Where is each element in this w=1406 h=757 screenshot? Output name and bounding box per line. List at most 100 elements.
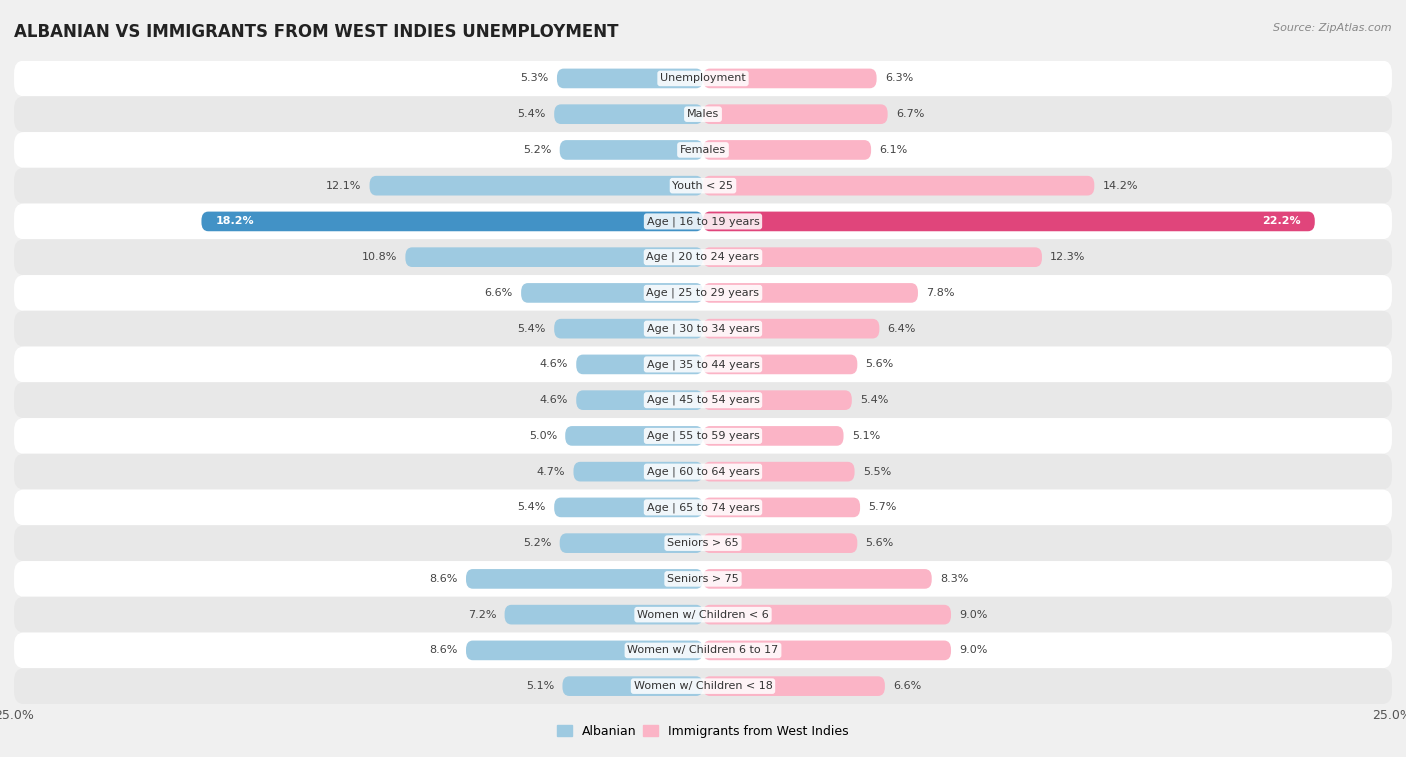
FancyBboxPatch shape <box>14 96 1392 132</box>
Text: 6.3%: 6.3% <box>884 73 912 83</box>
Text: Females: Females <box>681 145 725 155</box>
FancyBboxPatch shape <box>14 561 1392 597</box>
FancyBboxPatch shape <box>405 248 703 267</box>
Text: 14.2%: 14.2% <box>1102 181 1137 191</box>
FancyBboxPatch shape <box>465 640 703 660</box>
Legend: Albanian, Immigrants from West Indies: Albanian, Immigrants from West Indies <box>553 720 853 743</box>
FancyBboxPatch shape <box>465 569 703 589</box>
Text: 5.1%: 5.1% <box>526 681 554 691</box>
FancyBboxPatch shape <box>557 69 703 89</box>
Text: Age | 30 to 34 years: Age | 30 to 34 years <box>647 323 759 334</box>
FancyBboxPatch shape <box>703 283 918 303</box>
Text: Seniors > 65: Seniors > 65 <box>668 538 738 548</box>
FancyBboxPatch shape <box>703 104 887 124</box>
Text: 9.0%: 9.0% <box>959 646 987 656</box>
FancyBboxPatch shape <box>703 676 884 696</box>
Text: Age | 55 to 59 years: Age | 55 to 59 years <box>647 431 759 441</box>
FancyBboxPatch shape <box>505 605 703 625</box>
FancyBboxPatch shape <box>703 462 855 481</box>
Text: 18.2%: 18.2% <box>215 217 254 226</box>
FancyBboxPatch shape <box>703 569 932 589</box>
Text: Seniors > 75: Seniors > 75 <box>666 574 740 584</box>
FancyBboxPatch shape <box>703 248 1042 267</box>
Text: 9.0%: 9.0% <box>959 609 987 620</box>
Text: 7.8%: 7.8% <box>927 288 955 298</box>
FancyBboxPatch shape <box>576 391 703 410</box>
Text: 5.7%: 5.7% <box>869 503 897 512</box>
FancyBboxPatch shape <box>565 426 703 446</box>
Text: 8.3%: 8.3% <box>941 574 969 584</box>
Text: 5.6%: 5.6% <box>866 360 894 369</box>
FancyBboxPatch shape <box>14 633 1392 668</box>
Text: 4.6%: 4.6% <box>540 395 568 405</box>
FancyBboxPatch shape <box>14 239 1392 275</box>
FancyBboxPatch shape <box>562 676 703 696</box>
Text: Age | 60 to 64 years: Age | 60 to 64 years <box>647 466 759 477</box>
FancyBboxPatch shape <box>703 640 950 660</box>
Text: 5.4%: 5.4% <box>860 395 889 405</box>
FancyBboxPatch shape <box>703 212 1315 231</box>
FancyBboxPatch shape <box>554 497 703 517</box>
Text: 10.8%: 10.8% <box>361 252 396 262</box>
Text: 4.6%: 4.6% <box>540 360 568 369</box>
Text: 22.2%: 22.2% <box>1263 217 1301 226</box>
FancyBboxPatch shape <box>554 104 703 124</box>
FancyBboxPatch shape <box>14 382 1392 418</box>
Text: Youth < 25: Youth < 25 <box>672 181 734 191</box>
FancyBboxPatch shape <box>703 354 858 374</box>
FancyBboxPatch shape <box>201 212 703 231</box>
Text: 5.0%: 5.0% <box>529 431 557 441</box>
Text: Age | 25 to 29 years: Age | 25 to 29 years <box>647 288 759 298</box>
FancyBboxPatch shape <box>14 453 1392 490</box>
FancyBboxPatch shape <box>703 605 950 625</box>
Text: 5.2%: 5.2% <box>523 145 551 155</box>
FancyBboxPatch shape <box>14 347 1392 382</box>
Text: Age | 35 to 44 years: Age | 35 to 44 years <box>647 359 759 369</box>
Text: Age | 45 to 54 years: Age | 45 to 54 years <box>647 395 759 406</box>
FancyBboxPatch shape <box>703 69 876 89</box>
Text: 5.4%: 5.4% <box>517 109 546 119</box>
Text: ALBANIAN VS IMMIGRANTS FROM WEST INDIES UNEMPLOYMENT: ALBANIAN VS IMMIGRANTS FROM WEST INDIES … <box>14 23 619 41</box>
Text: Unemployment: Unemployment <box>661 73 745 83</box>
Text: 5.1%: 5.1% <box>852 431 880 441</box>
Text: Age | 20 to 24 years: Age | 20 to 24 years <box>647 252 759 263</box>
Text: 4.7%: 4.7% <box>537 466 565 477</box>
FancyBboxPatch shape <box>703 391 852 410</box>
FancyBboxPatch shape <box>560 534 703 553</box>
Text: 5.5%: 5.5% <box>863 466 891 477</box>
Text: Age | 16 to 19 years: Age | 16 to 19 years <box>647 217 759 226</box>
Text: 5.3%: 5.3% <box>520 73 548 83</box>
Text: 6.1%: 6.1% <box>879 145 908 155</box>
Text: 6.7%: 6.7% <box>896 109 924 119</box>
Text: Women w/ Children < 18: Women w/ Children < 18 <box>634 681 772 691</box>
FancyBboxPatch shape <box>14 597 1392 633</box>
Text: Males: Males <box>688 109 718 119</box>
Text: Age | 65 to 74 years: Age | 65 to 74 years <box>647 502 759 512</box>
FancyBboxPatch shape <box>14 61 1392 96</box>
FancyBboxPatch shape <box>703 534 858 553</box>
FancyBboxPatch shape <box>560 140 703 160</box>
FancyBboxPatch shape <box>14 275 1392 311</box>
FancyBboxPatch shape <box>14 418 1392 453</box>
FancyBboxPatch shape <box>703 497 860 517</box>
Text: 8.6%: 8.6% <box>429 646 458 656</box>
FancyBboxPatch shape <box>14 311 1392 347</box>
FancyBboxPatch shape <box>703 176 1094 195</box>
FancyBboxPatch shape <box>14 490 1392 525</box>
FancyBboxPatch shape <box>14 132 1392 168</box>
FancyBboxPatch shape <box>14 525 1392 561</box>
Text: 8.6%: 8.6% <box>429 574 458 584</box>
FancyBboxPatch shape <box>703 319 879 338</box>
Text: 5.4%: 5.4% <box>517 503 546 512</box>
FancyBboxPatch shape <box>14 204 1392 239</box>
FancyBboxPatch shape <box>703 140 872 160</box>
FancyBboxPatch shape <box>14 668 1392 704</box>
Text: 6.6%: 6.6% <box>485 288 513 298</box>
Text: 12.1%: 12.1% <box>326 181 361 191</box>
Text: 6.4%: 6.4% <box>887 324 917 334</box>
FancyBboxPatch shape <box>703 426 844 446</box>
Text: Women w/ Children < 6: Women w/ Children < 6 <box>637 609 769 620</box>
Text: 5.2%: 5.2% <box>523 538 551 548</box>
Text: 5.4%: 5.4% <box>517 324 546 334</box>
FancyBboxPatch shape <box>370 176 703 195</box>
